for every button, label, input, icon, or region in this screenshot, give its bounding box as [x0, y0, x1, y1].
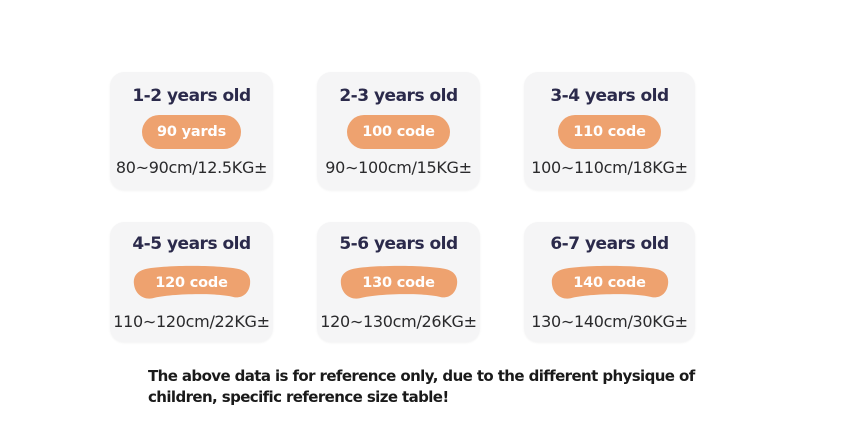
size-badge: 100 code	[347, 114, 450, 149]
blob-shape	[133, 265, 250, 299]
size-badge: 140 code	[549, 263, 671, 303]
disclaimer-line-2: children, specific reference size table!	[148, 388, 449, 406]
age-label: 5-6 years old	[339, 233, 458, 254]
size-badge: 90 yards	[141, 114, 242, 149]
age-label: 3-4 years old	[550, 85, 669, 106]
range-label: 80~90cm/12.5KG±	[115, 157, 268, 177]
size-card-grid: 1-2 years old 90 yards 80~90cm/12.5KG± 2…	[110, 72, 695, 342]
size-badge-label: 110 code	[573, 123, 646, 140]
size-card: 6-7 years old 140 code 130∼140cm/30KG±	[524, 222, 695, 342]
disclaimer-line-1: The above data is for reference only, du…	[148, 367, 695, 385]
range-label: 130∼140cm/30KG±	[531, 311, 688, 331]
size-badge-label: 90 yards	[156, 123, 227, 140]
range-label: 110∼120cm/22KG±	[113, 311, 270, 331]
age-label: 6-7 years old	[550, 233, 669, 254]
size-badge: 130 code	[338, 263, 460, 303]
size-card: 5-6 years old 130 code 120∼130cm/26KG±	[317, 222, 480, 342]
size-card: 4-5 years old 120 code 110∼120cm/22KG±	[110, 222, 273, 342]
age-label: 4-5 years old	[132, 233, 251, 254]
age-label: 2-3 years old	[339, 85, 458, 106]
size-card: 2-3 years old 100 code 90∼100cm/15KG±	[317, 72, 480, 190]
size-badge: 120 code	[131, 263, 253, 303]
range-label: 90∼100cm/15KG±	[325, 157, 472, 177]
size-card: 3-4 years old 110 code 100∼110cm/18KG±	[524, 72, 695, 190]
range-label: 100∼110cm/18KG±	[531, 157, 688, 177]
disclaimer: The above data is for reference only, du…	[148, 366, 695, 408]
size-badge-label: 120 code	[155, 274, 228, 291]
blob-shape	[340, 265, 457, 299]
size-badge-label: 130 code	[362, 274, 435, 291]
range-label: 120∼130cm/26KG±	[320, 311, 477, 331]
age-label: 1-2 years old	[132, 85, 251, 106]
size-badge-label: 140 code	[573, 274, 646, 291]
blob-shape	[551, 265, 668, 299]
size-badge: 110 code	[558, 114, 661, 149]
size-card: 1-2 years old 90 yards 80~90cm/12.5KG±	[110, 72, 273, 190]
size-badge-label: 100 code	[362, 123, 435, 140]
